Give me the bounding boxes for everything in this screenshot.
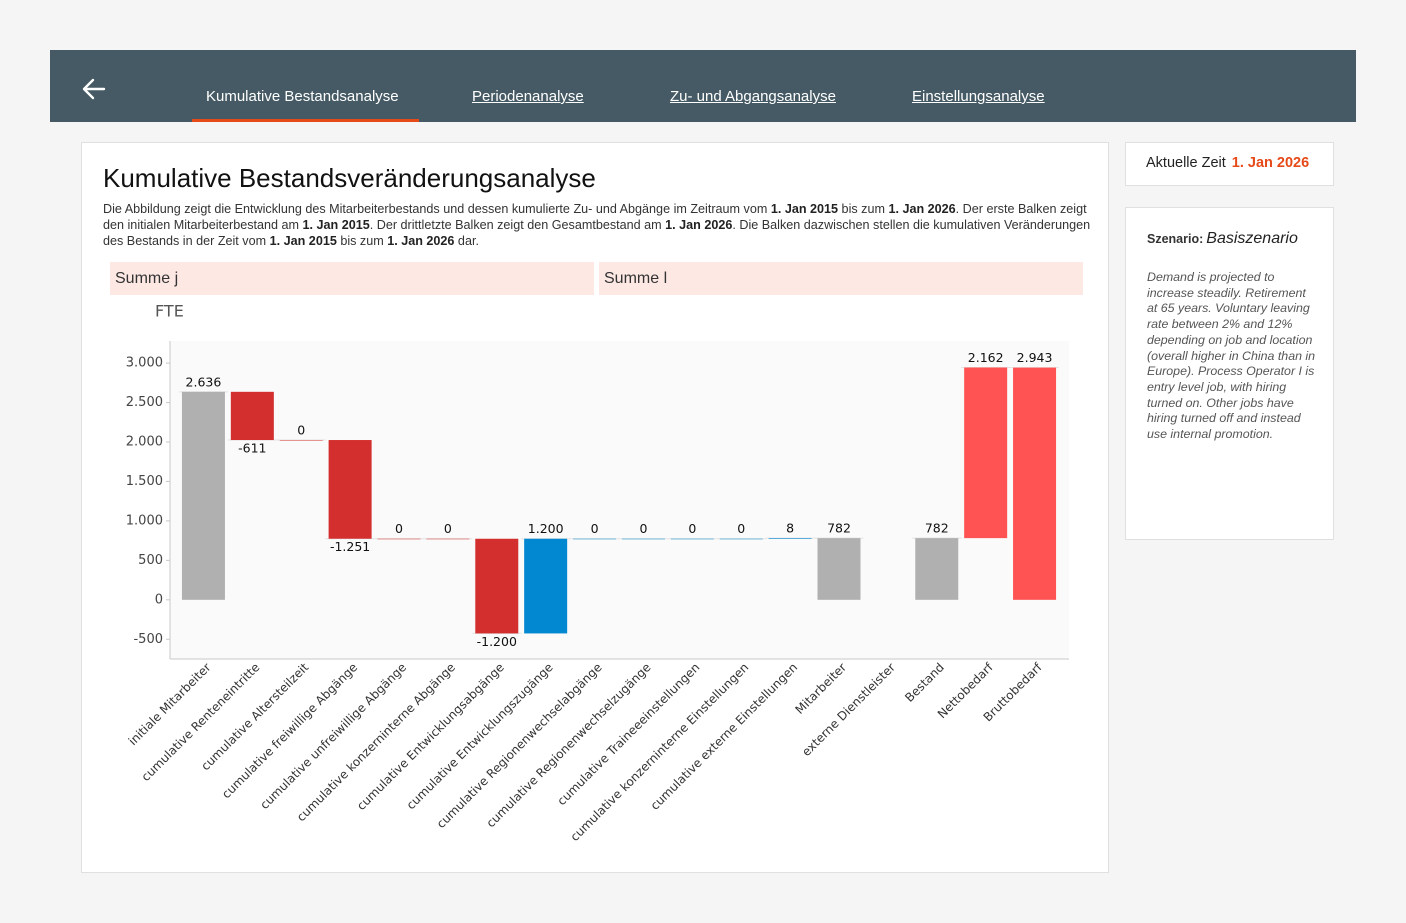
time-value: 1. Jan 2026 [1231, 155, 1310, 171]
section-header: Summe j [110, 262, 594, 295]
panel-title: Kumulative Bestandsveränderungsanalyse [103, 163, 596, 193]
description-text: dar. [454, 234, 479, 248]
date-highlight: 1. Jan 2015 [302, 218, 370, 232]
date-highlight: 1. Jan 2026 [387, 234, 455, 248]
top-bar: Kumulative Bestandsanalyse Periodenanaly… [50, 50, 1356, 122]
time-label: Aktuelle Zeit [1146, 155, 1226, 171]
date-highlight: 1. Jan 2015 [770, 202, 839, 216]
back-arrow[interactable] [82, 78, 106, 100]
panel-description: Die Abbildung zeigt die Entwicklung des … [103, 201, 1093, 249]
scenario-header: Szenario: Basiszenario [1147, 230, 1298, 248]
section-header: Summe l [599, 262, 1083, 295]
active-tab-indicator [192, 119, 419, 122]
description-text: . Der erste Balken zeigt den initialen M… [103, 202, 1087, 232]
time-box: Aktuelle Zeit 1. Jan 2026 [1125, 142, 1334, 186]
description-text: . Der drittletzte Balken zeigt den Gesam… [369, 218, 666, 232]
description-text: . Die Balken dazwischen stellen die kumu… [103, 218, 1091, 248]
description-text: bis zum [336, 234, 388, 248]
description-text: Die Abbildung zeigt die Entwicklung des … [103, 202, 771, 216]
nav-tab[interactable]: Periodenanalyse [472, 88, 584, 105]
scenario-label: Szenario: [1147, 232, 1204, 246]
nav-tab[interactable]: Zu- und Abgangsanalyse [670, 88, 836, 105]
description-text: bis zum [838, 202, 889, 216]
scenario-box: Szenario: Basiszenario Demand is projecte… [1125, 207, 1334, 540]
nav-tab[interactable]: Kumulative Bestandsanalyse [206, 88, 399, 105]
scenario-name: Basiszenario [1206, 230, 1298, 247]
date-highlight: 1. Jan 2026 [888, 202, 956, 216]
date-highlight: 1. Jan 2026 [665, 218, 733, 232]
analysis-panel: Kumulative Bestandsveränderungsanalyse D… [81, 142, 1109, 873]
nav-tab[interactable]: Einstellungsanalyse [912, 88, 1045, 105]
date-highlight: 1. Jan 2015 [269, 234, 337, 248]
scenario-text: Demand is projected to increase steadily… [1147, 270, 1316, 442]
